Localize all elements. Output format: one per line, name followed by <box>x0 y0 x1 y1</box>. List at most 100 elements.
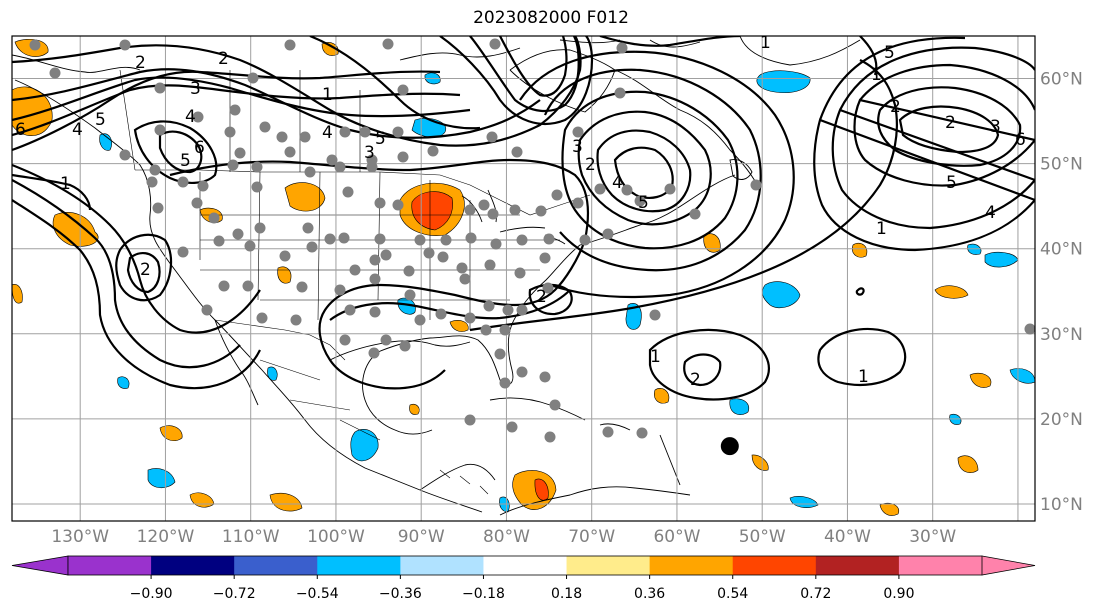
station-dot <box>339 334 351 346</box>
colorbar-tick-label: 0.90 <box>883 586 914 602</box>
station-dot <box>306 241 318 253</box>
latitude-label: 10°N <box>1040 495 1083 515</box>
contour-line <box>831 46 1035 230</box>
station-dot <box>224 126 236 138</box>
mexico-states <box>259 359 381 441</box>
station-dot <box>649 309 661 321</box>
station-dot <box>349 264 361 276</box>
contour-line <box>596 129 692 213</box>
contour-line <box>12 199 261 390</box>
station-dot <box>478 199 490 211</box>
station-dot <box>506 421 518 433</box>
station-dot <box>602 426 614 438</box>
neg-anomaly-blob <box>147 468 176 489</box>
neg-anomaly-blob <box>99 133 112 151</box>
station-dot <box>244 240 256 252</box>
pos-anomaly-blob <box>409 403 420 415</box>
station-dot <box>213 235 225 247</box>
station-dot <box>403 265 415 277</box>
pos-anomaly-blob <box>879 502 900 516</box>
pos-anomaly-blob <box>654 388 670 404</box>
us-mexico-border <box>214 319 346 361</box>
station-dot <box>664 183 676 195</box>
station-dot <box>614 87 626 99</box>
colorbar-outline <box>67 555 983 576</box>
station-dot <box>539 371 551 383</box>
longitude-label: 110°W <box>222 527 280 547</box>
colorbar-tick-label: −0.54 <box>296 586 339 602</box>
longitude-label: 40°W <box>824 527 871 547</box>
station-dot <box>299 131 311 143</box>
neg-anomaly-blob <box>729 398 750 415</box>
colorbar-segment <box>815 556 900 575</box>
station-dot <box>486 131 498 143</box>
latitude-labels: 10°N 20°N 30°N 40°N 50°N 60°N <box>1040 70 1083 515</box>
contour-label: 2 <box>945 113 956 133</box>
contour-line <box>859 36 878 76</box>
station-dot <box>339 126 351 138</box>
gulf-coast <box>329 340 471 361</box>
longitude-label: 90°W <box>398 527 445 547</box>
contour-label: 2 <box>890 97 901 117</box>
station-dot <box>602 228 614 240</box>
station-dot <box>369 273 381 285</box>
contour-line <box>12 84 461 137</box>
colorbar-segment <box>649 556 734 575</box>
contour-line <box>543 68 762 272</box>
contour-label: 1 <box>760 33 771 53</box>
station-dot <box>511 146 523 158</box>
station-dot <box>465 232 477 244</box>
contour-line <box>877 86 1022 167</box>
station-dot <box>374 197 386 209</box>
station-dot <box>191 197 203 209</box>
station-dot <box>490 238 502 250</box>
station-dot <box>572 126 584 138</box>
station-dot <box>284 146 296 158</box>
station-dot <box>487 208 499 220</box>
contour-line <box>133 120 218 184</box>
station-dot <box>514 267 526 279</box>
station-dot <box>494 348 506 360</box>
contour-label: 4 <box>185 107 196 127</box>
station-dot <box>279 250 291 262</box>
colorbar-tick-label: 0.18 <box>551 586 582 602</box>
neg-anomaly-blob <box>350 428 379 462</box>
station-dot <box>232 228 244 240</box>
colorbar-over-arrow <box>981 555 1036 576</box>
station-dot <box>326 154 338 166</box>
station-dot <box>374 233 386 245</box>
station-dots <box>29 38 1035 443</box>
station-dot <box>634 195 646 207</box>
station-dot <box>368 347 380 359</box>
contour-label: 5 <box>638 193 649 213</box>
station-dot <box>484 259 496 271</box>
station-dot <box>499 324 511 336</box>
central-america <box>419 463 496 491</box>
contour-line <box>599 36 741 47</box>
colorbar-tick-label: −0.36 <box>379 586 422 602</box>
pos-anomaly-blob <box>957 455 979 473</box>
contour-line <box>12 179 241 369</box>
station-dot <box>302 222 314 234</box>
hispaniola-outline <box>599 423 631 431</box>
contour-label: 1 <box>858 367 869 387</box>
station-dot <box>251 181 263 193</box>
station-dot <box>464 414 476 426</box>
station-dot <box>251 161 263 173</box>
station-dot <box>464 312 476 324</box>
station-dot <box>146 176 158 188</box>
contour-line <box>158 130 203 174</box>
station-dot <box>544 431 556 443</box>
colorbar-under-arrow <box>11 555 69 576</box>
contour-line <box>499 36 568 97</box>
station-dot <box>49 67 61 79</box>
contour-label: 2 <box>585 155 596 175</box>
station-dot <box>366 161 378 173</box>
contour-label: 1 <box>322 85 333 105</box>
contour-label: 4 <box>612 173 623 193</box>
station-dot <box>535 205 547 217</box>
neg-anomaly-blob <box>967 243 982 255</box>
contour-line <box>12 173 92 211</box>
station-dot <box>539 252 551 264</box>
station-dot <box>154 82 166 94</box>
